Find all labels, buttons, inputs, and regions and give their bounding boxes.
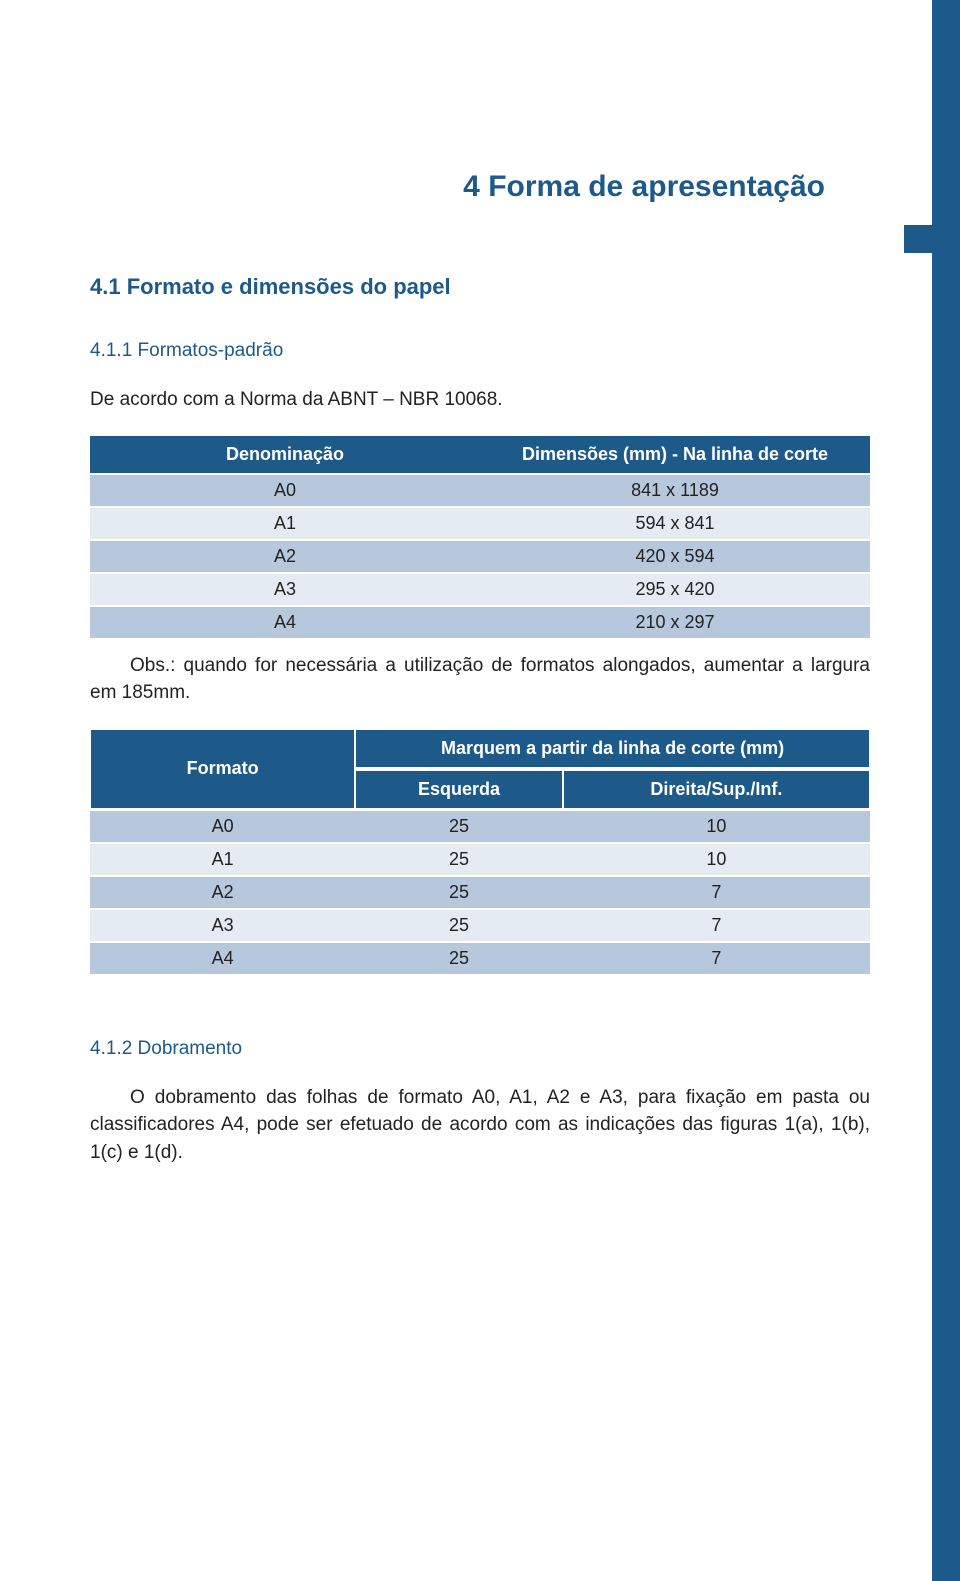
table-row: A3 25 7 (90, 910, 870, 941)
observation-text: Obs.: quando for necessária a utilização… (90, 652, 870, 707)
cell: A1 (90, 508, 480, 539)
cell: 25 (355, 943, 563, 974)
cell: 420 x 594 (480, 541, 870, 572)
table-row: A0 841 x 1189 (90, 475, 870, 506)
cell: 25 (355, 910, 563, 941)
cell: A4 (90, 943, 355, 974)
table-row: A2 25 7 (90, 877, 870, 908)
section-4-1-2-heading: 4.1.2 Dobramento (90, 1038, 870, 1060)
cell: 10 (563, 811, 870, 842)
section-4-1-1-heading: 4.1.1 Formatos-padrão (90, 340, 870, 362)
cell: 295 x 420 (480, 574, 870, 605)
cell: 10 (563, 844, 870, 875)
table2-header-top: Marquem a partir da linha de corte (mm) (355, 729, 870, 768)
cell: 7 (563, 943, 870, 974)
cell: 594 x 841 (480, 508, 870, 539)
cell: 25 (355, 811, 563, 842)
section-4-1-heading: 4.1 Formato e dimensões do papel (90, 274, 870, 300)
table-margins: Formato Marquem a partir da linha de cor… (90, 727, 870, 976)
table-dimensions: Denominação Dimensões (mm) - Na linha de… (90, 434, 870, 640)
cell: A4 (90, 607, 480, 638)
cell: 7 (563, 877, 870, 908)
intro-4-1-1: De acordo com a Norma da ABNT – NBR 1006… (90, 386, 870, 414)
cell: 25 (355, 877, 563, 908)
table-row: A0 25 10 (90, 811, 870, 842)
table-row: A2 420 x 594 (90, 541, 870, 572)
cell: A3 (90, 910, 355, 941)
body-4-1-2: O dobramento das folhas de formato A0, A… (90, 1084, 870, 1167)
table-row: A4 210 x 297 (90, 607, 870, 638)
table-row: A4 25 7 (90, 943, 870, 974)
cell: A2 (90, 877, 355, 908)
table-row: A1 25 10 (90, 844, 870, 875)
cell: 7 (563, 910, 870, 941)
page-side-block (904, 225, 932, 253)
table1-header-dim: Dimensões (mm) - Na linha de corte (480, 436, 870, 473)
cell: A0 (90, 811, 355, 842)
page-side-bar (932, 0, 960, 1581)
cell: 210 x 297 (480, 607, 870, 638)
cell: 25 (355, 844, 563, 875)
table1-header-denom: Denominação (90, 436, 480, 473)
table-row: A3 295 x 420 (90, 574, 870, 605)
section-4-title: 4 Forma de apresentação (90, 170, 870, 204)
cell: A1 (90, 844, 355, 875)
table2-header-left: Esquerda (355, 770, 563, 809)
table2-header-right: Direita/Sup./Inf. (563, 770, 870, 809)
cell: A0 (90, 475, 480, 506)
table2-header-format: Formato (90, 729, 355, 809)
table-row: A1 594 x 841 (90, 508, 870, 539)
cell: A2 (90, 541, 480, 572)
cell: 841 x 1189 (480, 475, 870, 506)
cell: A3 (90, 574, 480, 605)
page-content: 4 Forma de apresentação 4.1 Formato e di… (0, 0, 960, 1166)
